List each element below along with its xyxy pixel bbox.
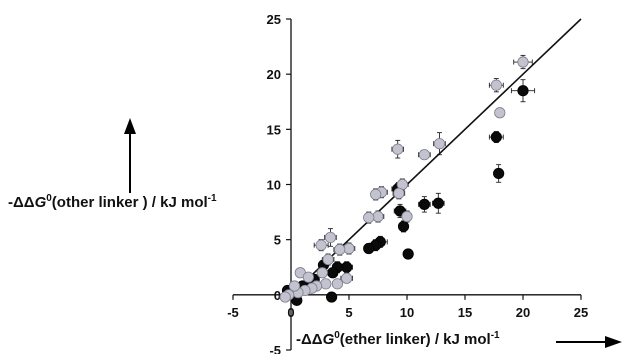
data-point-series-1: [327, 267, 339, 279]
data-point-series-1: [402, 248, 414, 260]
x-tick-label: 25: [574, 305, 588, 320]
y-label-prefix: -ΔΔ: [8, 194, 35, 211]
data-point-series-1: [325, 291, 338, 303]
data-point-series-2: [316, 267, 328, 279]
x-tick-label: 20: [516, 305, 530, 320]
y-tick-label: 25: [267, 12, 281, 27]
data-point-series-2: [363, 212, 375, 224]
y-label-var: G: [35, 194, 47, 211]
data-point-series-1: [341, 261, 353, 273]
data-point-series-2: [288, 280, 301, 292]
data-point-series-2: [322, 253, 334, 266]
x-label-prefix: -ΔΔ: [296, 331, 323, 348]
data-point-series-1: [517, 85, 529, 97]
x-tick-label: 5: [345, 305, 352, 320]
data-point-series-2: [315, 239, 327, 251]
x-tick-label: 10: [400, 305, 414, 320]
x-tick-label: -5: [227, 305, 239, 320]
identity-line: [290, 18, 582, 296]
x-tick-label: 15: [458, 305, 472, 320]
data-point-series-1: [493, 167, 505, 180]
data-point-series-2: [302, 271, 314, 283]
data-point-series-1: [490, 131, 502, 143]
y-tick-label: 5: [274, 233, 281, 248]
data-point-series-1: [363, 242, 375, 255]
x-label-rest: (ether linker) / kJ mol: [340, 331, 491, 348]
y-label-rest: (other linker ) / kJ mol: [52, 194, 208, 211]
data-point-series-1: [418, 198, 430, 210]
data-point-series-2: [370, 188, 382, 201]
y-tick-label: 20: [267, 67, 281, 82]
data-point-series-2: [393, 187, 405, 199]
y-tick-label: 15: [267, 122, 281, 137]
x-axis-label: -ΔΔG0(ether linker) / kJ mol-1: [296, 330, 500, 348]
y-tick-label: 0: [274, 288, 281, 303]
data-point-series-2: [401, 210, 413, 223]
data-point-series-2: [320, 278, 332, 290]
x-label-sup: 0: [334, 330, 340, 341]
y-label-sup: 0: [46, 193, 52, 204]
data-point-series-2: [331, 278, 343, 290]
x-direction-arrow-icon: [556, 336, 622, 348]
data-point-series-2: [341, 272, 353, 284]
x-label-unit-sup: -1: [491, 330, 500, 341]
data-point-series-1: [397, 220, 410, 233]
y-tick-label: 10: [267, 178, 281, 193]
data-point-series-2: [372, 210, 384, 223]
data-point-series-2: [517, 56, 529, 68]
data-point-series-2: [343, 242, 355, 255]
data-points: [279, 56, 529, 306]
data-point-series-2: [324, 231, 337, 244]
y-axis-label: -ΔΔG0(other linker ) / kJ mol-1: [8, 193, 217, 211]
y-label-unit-sup: -1: [208, 193, 217, 204]
data-point-series-2: [392, 143, 404, 155]
data-point-series-2: [334, 243, 346, 256]
data-point-series-1: [432, 197, 444, 209]
data-point-series-2: [490, 79, 502, 91]
x-label-var: G: [323, 331, 335, 348]
y-direction-arrow-icon: [124, 118, 136, 193]
data-point-series-2: [418, 149, 430, 161]
data-point-series-2: [279, 291, 291, 303]
data-point-series-2: [433, 138, 446, 150]
x-tick-label: 0: [287, 305, 294, 320]
y-tick-label: -5: [269, 343, 281, 354]
data-point-series-2: [494, 107, 506, 119]
